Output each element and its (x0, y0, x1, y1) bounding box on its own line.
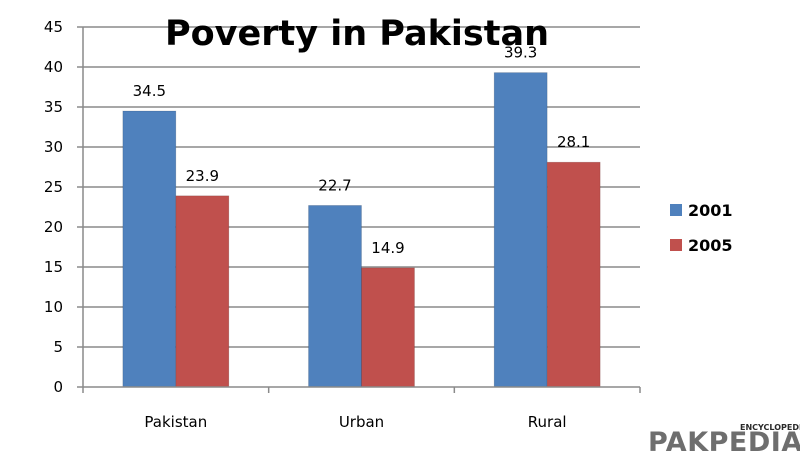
data-label: 22.7 (318, 176, 351, 194)
legend-swatch-2005 (670, 239, 682, 251)
chart-title: Poverty in Pakistan (165, 14, 549, 54)
legend: 2001 2005 (670, 201, 733, 255)
bar-pakistan-2005 (175, 195, 230, 388)
bar-urban-2005 (361, 267, 415, 388)
bar-pakistan-2001 (122, 110, 177, 388)
y-tick-label: 10 (44, 298, 63, 316)
x-category-label: Urban (339, 413, 384, 431)
watermark-main-text: PAKPEDIA (648, 427, 800, 458)
y-tick-label: 45 (44, 18, 63, 36)
legend-swatch-2001 (670, 204, 682, 216)
y-tick-label: 30 (44, 138, 63, 156)
data-label: 23.9 (186, 167, 219, 185)
y-axis-ticks: 0 5 10 15 20 25 30 35 40 45 (44, 18, 83, 396)
data-label: 14.9 (371, 239, 404, 257)
axes (82, 27, 641, 393)
data-label: 34.5 (133, 82, 166, 100)
data-label: 39.3 (504, 44, 537, 62)
legend-label-2005: 2005 (688, 236, 733, 255)
y-tick-label: 0 (53, 378, 63, 396)
y-tick-label: 40 (44, 58, 63, 76)
pakpedia-watermark: ENCYCLOPEDIA PAKPEDIA (648, 423, 800, 458)
bar-rural-2005 (546, 161, 601, 388)
x-axis-categories: Pakistan Urban Rural (144, 413, 566, 431)
y-tick-label: 15 (44, 258, 63, 276)
bars (122, 72, 601, 388)
y-tick-label: 25 (44, 178, 63, 196)
watermark-encyclopedia-text: ENCYCLOPEDIA (740, 423, 800, 432)
data-labels: 34.5 23.9 22.7 14.9 39.3 28.1 (133, 44, 591, 257)
legend-label-2001: 2001 (688, 201, 733, 220)
data-label: 28.1 (557, 133, 590, 151)
y-tick-label: 5 (53, 338, 63, 356)
y-tick-label: 20 (44, 218, 63, 236)
bar-rural-2001 (493, 72, 548, 388)
bar-urban-2001 (308, 204, 362, 388)
x-category-label: Rural (528, 413, 567, 431)
y-tick-label: 35 (44, 98, 63, 116)
x-category-label: Pakistan (144, 413, 207, 431)
